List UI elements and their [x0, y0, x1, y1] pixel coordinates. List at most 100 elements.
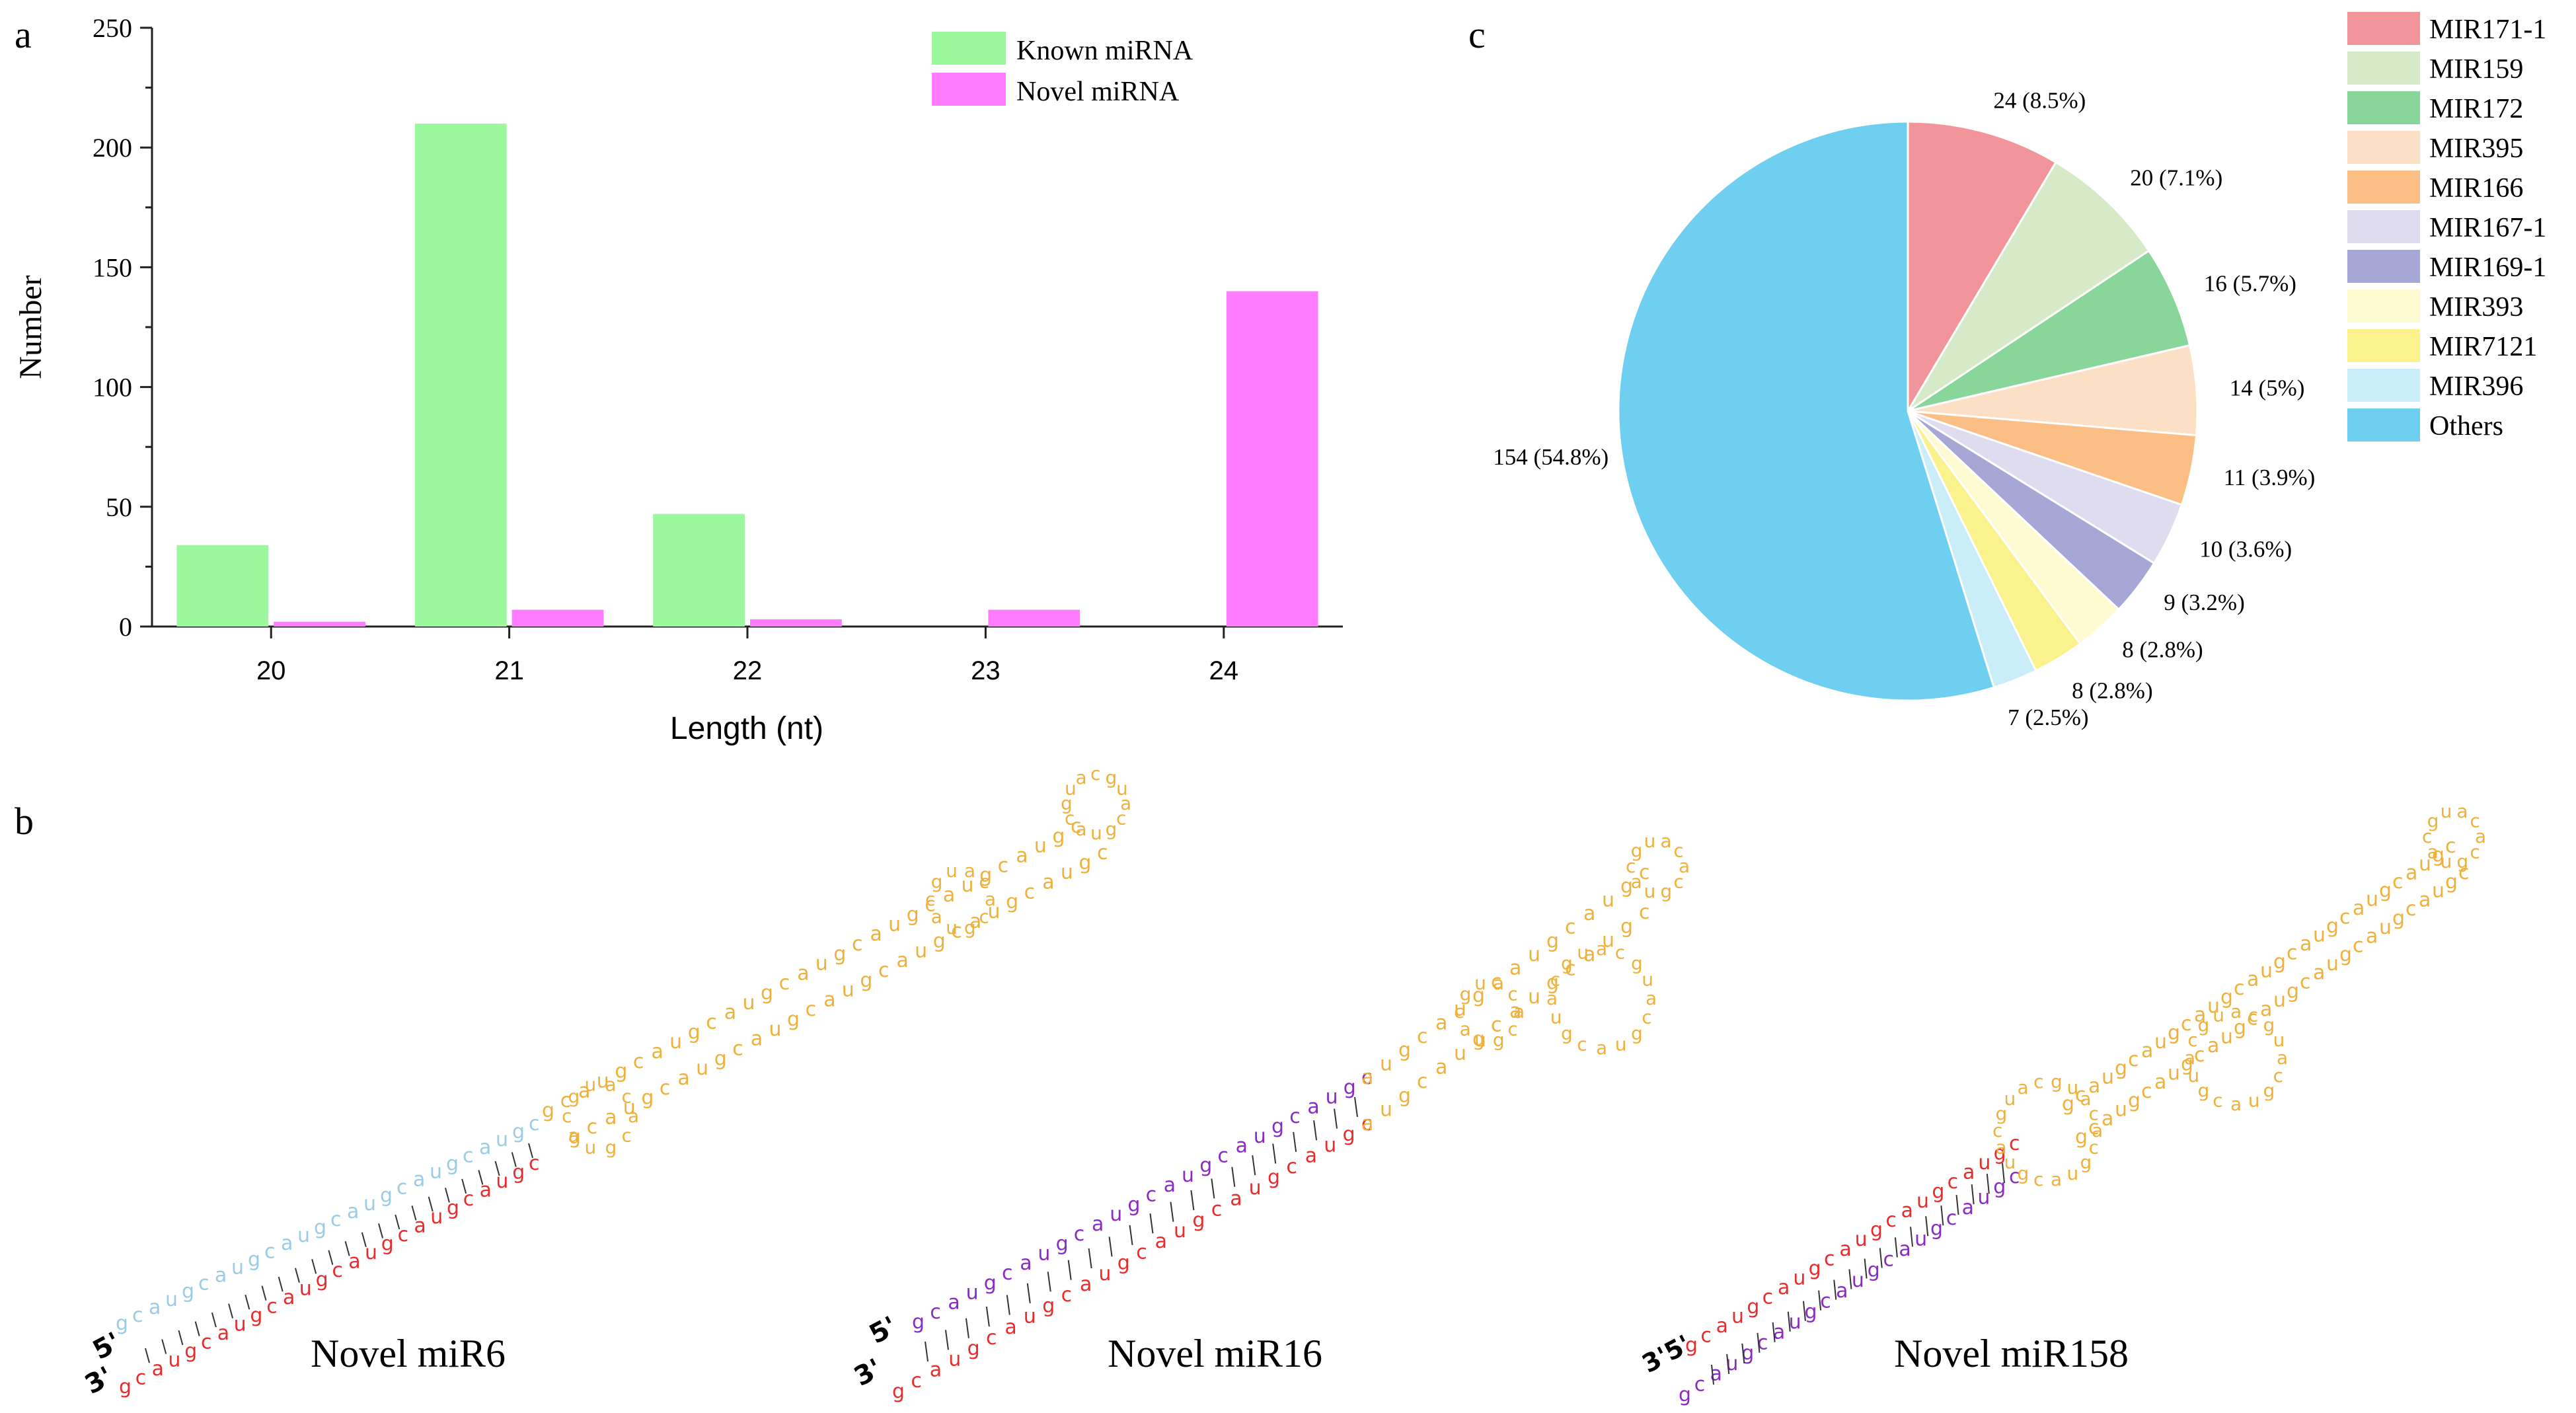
pie-label-mir395: 14 (5%): [2230, 375, 2305, 401]
mir16-base-pair: [1170, 1202, 1174, 1222]
mir158-strand-5p: c: [1762, 1285, 1774, 1309]
bar-novel-23: [988, 609, 1080, 627]
mir6-stem-upper: g: [761, 981, 773, 1005]
mir16-strand-5p: g: [912, 1311, 925, 1334]
mir6-stem-lower: a: [605, 1106, 617, 1129]
mir16-strand-3p: g: [1268, 1166, 1280, 1189]
mir16-stem-upper: u: [1454, 998, 1466, 1021]
mir158-internal-loop: a: [2092, 1120, 2103, 1141]
mir158-terminal-loop: g: [2456, 851, 2468, 872]
mir16-stem-lower: u: [1528, 985, 1540, 1009]
mir158-base-pair: [1879, 1248, 1883, 1268]
mir6-terminal-loop: u: [1116, 778, 1128, 800]
mir16-base-pair: [1190, 1190, 1195, 1211]
mir158-stem-lower: g: [2445, 870, 2458, 894]
mir158-base-pair: [1772, 1322, 1776, 1342]
mir6-stem-lower: c: [587, 1116, 598, 1139]
mir6-strand-3p: g: [316, 1268, 328, 1291]
mir6-stem-lower: c: [951, 920, 962, 943]
legend-label-mir167-1: MIR167-1: [2429, 213, 2546, 243]
mir158-base-pair: [1910, 1227, 1914, 1247]
legend-label-mir169-1: MIR169-1: [2429, 252, 2546, 283]
mir6-stem-lower: c: [878, 959, 890, 982]
mir158-strand-5p: c: [1885, 1209, 1897, 1232]
pie-label-others: 154 (54.8%): [1493, 444, 1609, 470]
mir6-stem-upper: g: [979, 864, 992, 887]
mir6-internal-loop: u: [585, 1137, 597, 1159]
pie-label-mir166: 11 (3.9%): [2224, 465, 2316, 490]
mir158-stem-upper: c: [2287, 941, 2298, 964]
mir158-terminal-loop: c: [2470, 810, 2480, 831]
mir158-stem-upper: a: [2194, 1004, 2206, 1027]
mir6-internal-loop: u: [946, 917, 958, 938]
mir6-internal-loop: a: [568, 1124, 580, 1146]
y-tick-label: 100: [93, 373, 132, 402]
mir158-base-pair: [1818, 1290, 1822, 1311]
mir16-strand-5p: c: [1361, 1066, 1373, 1089]
mir6-terminal-loop: c: [1065, 808, 1075, 829]
mir6-strand-5p: g: [182, 1280, 194, 1303]
mir158-stem-upper: u: [2419, 853, 2431, 876]
mir6-base-pair: [328, 1250, 334, 1266]
mir158-terminal-loop: a: [2456, 800, 2468, 822]
mir6-stem-upper: u: [815, 952, 828, 975]
mir158-stem-upper: c: [2392, 870, 2404, 894]
mir16-base-pair: [1006, 1295, 1010, 1315]
mir158-internal-loop: c: [2033, 1071, 2043, 1092]
mir158-side-loop: c: [2213, 1090, 2222, 1112]
mir16-strand-3p: u: [1324, 1133, 1336, 1157]
structure-end3-mir16: 3': [849, 1353, 887, 1392]
mir6-base-pair: [361, 1232, 367, 1248]
mir6-stem-lower: a: [678, 1067, 690, 1090]
mir16-terminal-loop: c: [1673, 871, 1683, 893]
mir16-terminal-loop: c: [1673, 839, 1683, 861]
mir158-side-loop: g: [2263, 1079, 2275, 1101]
mir16-stem-lower: g: [1398, 1084, 1411, 1107]
mir158-base-pair: [1848, 1269, 1852, 1289]
mir6-strand-5p: a: [479, 1136, 491, 1159]
mir16-strand-5p: c: [1074, 1223, 1085, 1246]
mir158-strand-3p: g: [1741, 1342, 1754, 1365]
mir16-internal-loop: c: [1454, 1001, 1464, 1022]
mir158-stem-lower: a: [2366, 925, 2378, 948]
mir6-internal-loop: u: [946, 860, 958, 882]
mir16-stem-lower: g: [1620, 915, 1633, 938]
bar-legend: Known miRNA Novel miRNA: [932, 32, 1193, 107]
mir6-internal-loop: g: [605, 1137, 617, 1159]
mir158-strand-5p: u: [1916, 1190, 1929, 1213]
mir158-stem-lower: c: [2141, 1080, 2152, 1103]
bar-known-22: [653, 514, 745, 627]
mir6-stem-lower: g: [1006, 890, 1018, 913]
mir16-strand-5p: a: [948, 1291, 960, 1314]
mir16-base-pair: [1129, 1225, 1133, 1245]
pie-slice-mir159: [1907, 161, 2150, 412]
x-tick-label: 22: [733, 656, 763, 685]
mir16-strand-3p: a: [1305, 1145, 1317, 1168]
bar-novel-22: [750, 619, 842, 627]
mir158-stem-upper: g: [2326, 915, 2339, 938]
mir6-stem-upper: g: [688, 1020, 701, 1044]
mir158-stem-upper: c: [2234, 977, 2245, 1000]
mir16-strand-5p: g: [984, 1272, 997, 1295]
mir16-stem-lower: g: [1472, 1028, 1485, 1051]
mir6-strand-5p: a: [215, 1264, 227, 1287]
structure-label-mir158: Novel miR158: [1894, 1332, 2129, 1375]
mir16-strand-3p: u: [1024, 1305, 1036, 1328]
mir6-strand-5p: g: [446, 1152, 459, 1175]
mir158-strand-3p: a: [1836, 1279, 1848, 1303]
mir6-base-pair: [528, 1143, 533, 1159]
mir158-strand-5p: g: [1685, 1334, 1698, 1357]
mir6-stem-upper: c: [706, 1011, 717, 1034]
mir158-strand-5p: g: [1994, 1142, 2006, 1165]
mir158-base-pair: [2002, 1163, 2005, 1184]
legend-swatch-mir159: [2347, 52, 2420, 85]
panel-letter-c: c: [1468, 13, 1486, 56]
mir16-strand-3p: c: [1061, 1283, 1073, 1307]
mir158-internal-loop: g: [2018, 1163, 2029, 1184]
mir16-strand-5p: g: [1056, 1233, 1069, 1256]
mir158-stem-upper: a: [2353, 897, 2365, 920]
mir6-stem-upper: g: [542, 1099, 554, 1122]
mir6-strand-3p: c: [201, 1330, 212, 1354]
mir16-strand-3p: u: [948, 1348, 961, 1371]
mir6-stem-upper: c: [925, 894, 936, 917]
